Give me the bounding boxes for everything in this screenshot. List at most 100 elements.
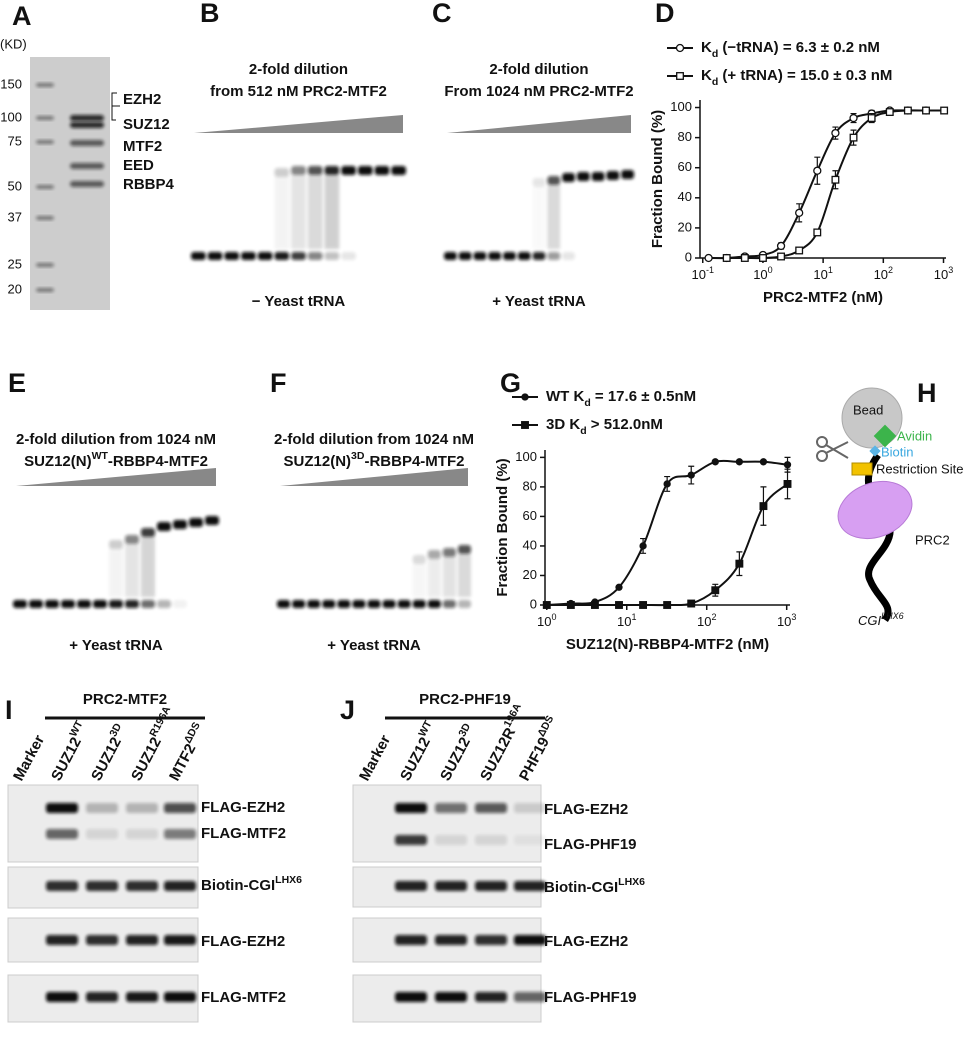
x-axis-label: SUZ12(N)-RBBP4-MTF2 (nM) bbox=[566, 636, 769, 653]
blot-label: FLAG-PHF19 bbox=[544, 989, 637, 1006]
band bbox=[532, 178, 546, 187]
text-part: WT K bbox=[546, 388, 584, 405]
band bbox=[157, 600, 171, 608]
panel-letter: G bbox=[500, 368, 521, 398]
band bbox=[126, 992, 158, 1002]
label: Restriction Site bbox=[876, 461, 963, 476]
point bbox=[663, 480, 671, 488]
band bbox=[36, 288, 54, 292]
band bbox=[173, 520, 187, 529]
blot-label: FLAG-EZH2 bbox=[201, 799, 285, 816]
text-part: K bbox=[701, 39, 712, 56]
band bbox=[475, 935, 507, 945]
blot-label: FLAG-PHF19 bbox=[544, 836, 637, 853]
text-part: 10 bbox=[753, 267, 767, 282]
point bbox=[777, 252, 786, 261]
gel-title: 2-fold dilution bbox=[249, 61, 348, 78]
point bbox=[867, 114, 876, 123]
panel-letter: J bbox=[340, 695, 355, 725]
legend-label: WT Kd = 17.6 ± 0.5nM bbox=[546, 388, 696, 409]
band bbox=[514, 881, 546, 891]
band bbox=[36, 83, 54, 87]
band bbox=[324, 252, 340, 260]
band bbox=[46, 829, 78, 839]
band bbox=[341, 252, 356, 260]
band bbox=[488, 252, 502, 260]
gel-title: 2-fold dilution from 1024 nM bbox=[16, 431, 216, 448]
smear bbox=[457, 554, 471, 597]
x-tick-label: 103 bbox=[777, 612, 796, 629]
legend-label: Kd (−tRNA) = 6.3 ± 0.2 nM bbox=[701, 39, 880, 60]
text-part: PHF19 bbox=[516, 735, 553, 784]
label: CGILHX6 bbox=[858, 611, 904, 628]
text-part: > 512.0nM bbox=[587, 416, 663, 433]
band-label: EED bbox=[123, 157, 154, 174]
x-axis-label: PRC2-MTF2 (nM) bbox=[763, 289, 883, 306]
legend-marker bbox=[676, 72, 684, 80]
point bbox=[615, 601, 623, 609]
band bbox=[13, 600, 27, 608]
band bbox=[126, 803, 158, 813]
band bbox=[475, 803, 507, 813]
fit-line bbox=[546, 483, 789, 607]
band bbox=[412, 555, 426, 564]
y-tick-label: 60 bbox=[678, 159, 692, 174]
y-tick-label: 0 bbox=[685, 249, 692, 264]
legend-label: 3D Kd > 512.0nM bbox=[546, 416, 663, 437]
point bbox=[831, 128, 840, 138]
point bbox=[735, 458, 744, 466]
text-part: Biotin-CGI bbox=[201, 877, 275, 894]
band bbox=[86, 881, 118, 891]
point bbox=[783, 480, 792, 488]
gradient-triangle bbox=[194, 115, 403, 133]
complex: PRC2-PHF19 bbox=[419, 691, 511, 708]
smear bbox=[307, 175, 323, 249]
point bbox=[663, 601, 672, 609]
band bbox=[473, 252, 487, 260]
band bbox=[547, 252, 561, 260]
panel-letter: E bbox=[8, 368, 26, 398]
point bbox=[885, 108, 894, 116]
band bbox=[606, 171, 620, 180]
label: PRC2 bbox=[915, 532, 950, 547]
band bbox=[514, 992, 546, 1002]
blot-label: FLAG-MTF2 bbox=[201, 989, 286, 1006]
y-tick-label: 100 bbox=[670, 99, 692, 114]
text-part: d bbox=[712, 76, 718, 88]
band bbox=[395, 992, 427, 1002]
band-label: SUZ12 bbox=[123, 116, 170, 133]
lane-label: SUZ12WT bbox=[394, 718, 442, 784]
smear bbox=[413, 564, 426, 597]
band bbox=[427, 600, 441, 608]
band bbox=[435, 803, 467, 813]
smear bbox=[141, 537, 155, 597]
band bbox=[61, 600, 75, 608]
gel-title: 2-fold dilution from 1024 nM bbox=[274, 431, 474, 448]
band bbox=[125, 535, 139, 544]
band bbox=[224, 252, 240, 260]
band bbox=[307, 252, 323, 260]
point bbox=[758, 254, 767, 262]
blot-label: Biotin-CGILHX6 bbox=[544, 876, 645, 896]
band bbox=[532, 252, 546, 260]
band bbox=[109, 600, 123, 608]
text-part: SUZ12 bbox=[88, 735, 125, 784]
band bbox=[205, 516, 219, 525]
band bbox=[324, 166, 340, 175]
band bbox=[395, 935, 427, 945]
band bbox=[86, 935, 118, 945]
point bbox=[542, 601, 551, 609]
band bbox=[591, 172, 605, 181]
band bbox=[109, 540, 123, 549]
panel-letter: H bbox=[917, 378, 937, 408]
point bbox=[740, 254, 749, 262]
band bbox=[70, 122, 104, 128]
text-part: 3D bbox=[351, 450, 365, 462]
marker-label: 25 bbox=[8, 256, 22, 271]
text-part: 10 bbox=[692, 267, 706, 282]
band bbox=[36, 263, 54, 267]
y-axis-label: Fraction Bound (%) bbox=[494, 458, 511, 596]
point bbox=[903, 106, 912, 115]
x-tick-label: 100 bbox=[537, 612, 556, 629]
